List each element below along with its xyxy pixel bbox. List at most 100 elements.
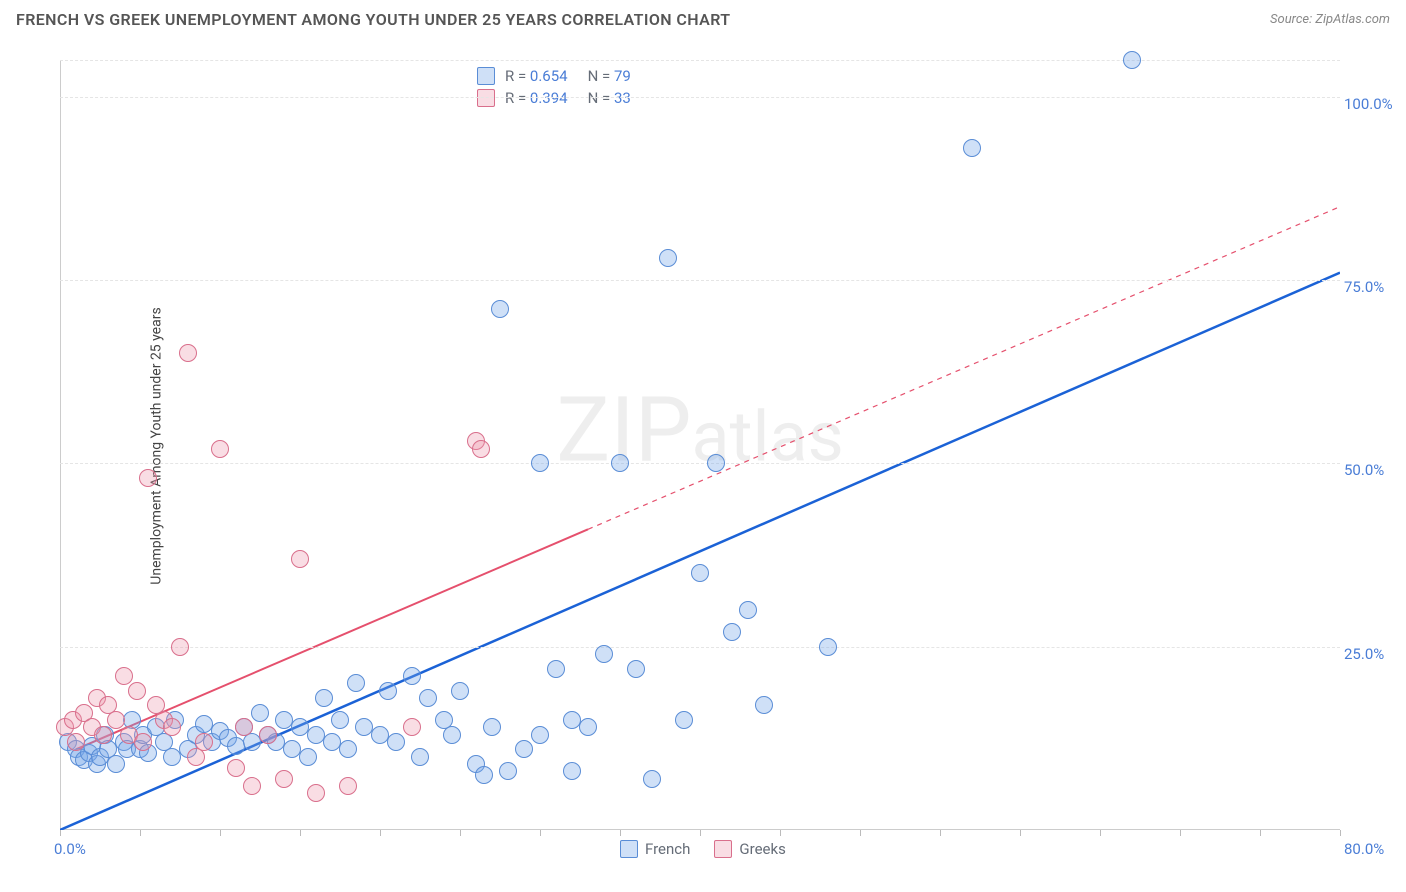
data-point	[307, 784, 325, 802]
data-point	[94, 726, 112, 744]
scatter-plot: ZIPatlas R = 0.654N = 79R = 0.394N = 33 …	[60, 60, 1340, 830]
stats-legend: R = 0.654 N = 79 R = 0.394N = 33	[470, 64, 638, 110]
legend-swatch	[620, 840, 638, 858]
data-point	[595, 645, 613, 663]
grid-line	[60, 280, 1340, 281]
chart-title: FRENCH VS GREEK UNEMPLOYMENT AMONG YOUTH…	[16, 10, 731, 29]
stats-legend-row: R = 0.394N = 33	[471, 87, 637, 109]
data-point	[723, 623, 741, 641]
data-point	[579, 718, 597, 736]
data-point	[211, 440, 229, 458]
grid-line	[60, 647, 1340, 648]
x-tick	[620, 830, 621, 836]
stats-legend-row: R = 0.654 N = 79	[471, 65, 637, 87]
data-point	[563, 711, 581, 729]
data-point	[387, 733, 405, 751]
data-point	[443, 726, 461, 744]
r-stat: R = 0.394	[505, 89, 568, 107]
grid-line	[60, 463, 1340, 464]
data-point	[627, 660, 645, 678]
data-point	[275, 770, 293, 788]
data-point	[475, 766, 493, 784]
watermark: ZIPatlas	[556, 377, 843, 482]
x-tick	[860, 830, 861, 836]
data-point	[411, 748, 429, 766]
data-point	[483, 718, 501, 736]
data-point	[547, 660, 565, 678]
data-point	[107, 711, 125, 729]
data-point	[643, 770, 661, 788]
x-tick	[60, 830, 61, 836]
legend-swatch	[714, 840, 732, 858]
data-point	[299, 748, 317, 766]
data-point	[675, 711, 693, 729]
legend-entry: French	[620, 840, 690, 858]
data-point	[691, 564, 709, 582]
data-point	[659, 249, 677, 267]
data-point	[134, 733, 152, 751]
x-tick	[220, 830, 221, 836]
x-tick	[940, 830, 941, 836]
data-point	[1123, 51, 1141, 69]
data-point	[515, 740, 533, 758]
data-point	[755, 696, 773, 714]
data-point	[499, 762, 517, 780]
data-point	[963, 139, 981, 157]
x-tick	[1260, 830, 1261, 836]
x-tick	[300, 830, 301, 836]
data-point	[451, 682, 469, 700]
legend-label: Greeks	[739, 840, 785, 858]
grid-line	[60, 60, 1340, 61]
data-point	[403, 667, 421, 685]
grid-line	[60, 97, 1340, 98]
data-point	[163, 718, 181, 736]
data-point	[379, 682, 397, 700]
x-tick	[1340, 830, 1341, 836]
n-stat: N = 79	[588, 67, 631, 85]
data-point	[128, 682, 146, 700]
data-point	[107, 755, 125, 773]
x-tick-label: 80.0%	[1344, 840, 1400, 858]
y-tick-label: 75.0%	[1344, 278, 1400, 296]
legend-entry: Greeks	[714, 840, 785, 858]
data-point	[419, 689, 437, 707]
r-stat: R = 0.654	[505, 67, 568, 85]
data-point	[531, 454, 549, 472]
x-tick	[1020, 830, 1021, 836]
data-point	[472, 440, 490, 458]
data-point	[115, 667, 133, 685]
series-legend: French Greeks	[620, 840, 786, 858]
data-point	[403, 718, 421, 736]
data-point	[235, 718, 253, 736]
y-axis-line	[60, 60, 61, 830]
x-tick	[1180, 830, 1181, 836]
x-tick	[1100, 830, 1101, 836]
data-point	[259, 726, 277, 744]
legend-swatch	[477, 89, 495, 107]
x-tick	[380, 830, 381, 836]
data-point	[339, 777, 357, 795]
y-tick-label: 100.0%	[1344, 95, 1400, 113]
data-point	[139, 469, 157, 487]
x-tick	[140, 830, 141, 836]
data-point	[67, 733, 85, 751]
data-point	[611, 454, 629, 472]
data-point	[291, 550, 309, 568]
x-tick	[700, 830, 701, 836]
data-point	[339, 740, 357, 758]
x-tick	[460, 830, 461, 836]
legend-swatch	[477, 67, 495, 85]
y-tick-label: 25.0%	[1344, 645, 1400, 663]
source-attribution: Source: ZipAtlas.com	[1270, 12, 1390, 27]
y-tick-label: 50.0%	[1344, 461, 1400, 479]
data-point	[243, 777, 261, 795]
x-tick	[780, 830, 781, 836]
data-point	[347, 674, 365, 692]
data-point	[179, 344, 197, 362]
data-point	[491, 300, 509, 318]
data-point	[251, 704, 269, 722]
x-tick	[540, 830, 541, 836]
data-point	[563, 762, 581, 780]
legend-label: French	[645, 840, 690, 858]
data-point	[739, 601, 757, 619]
